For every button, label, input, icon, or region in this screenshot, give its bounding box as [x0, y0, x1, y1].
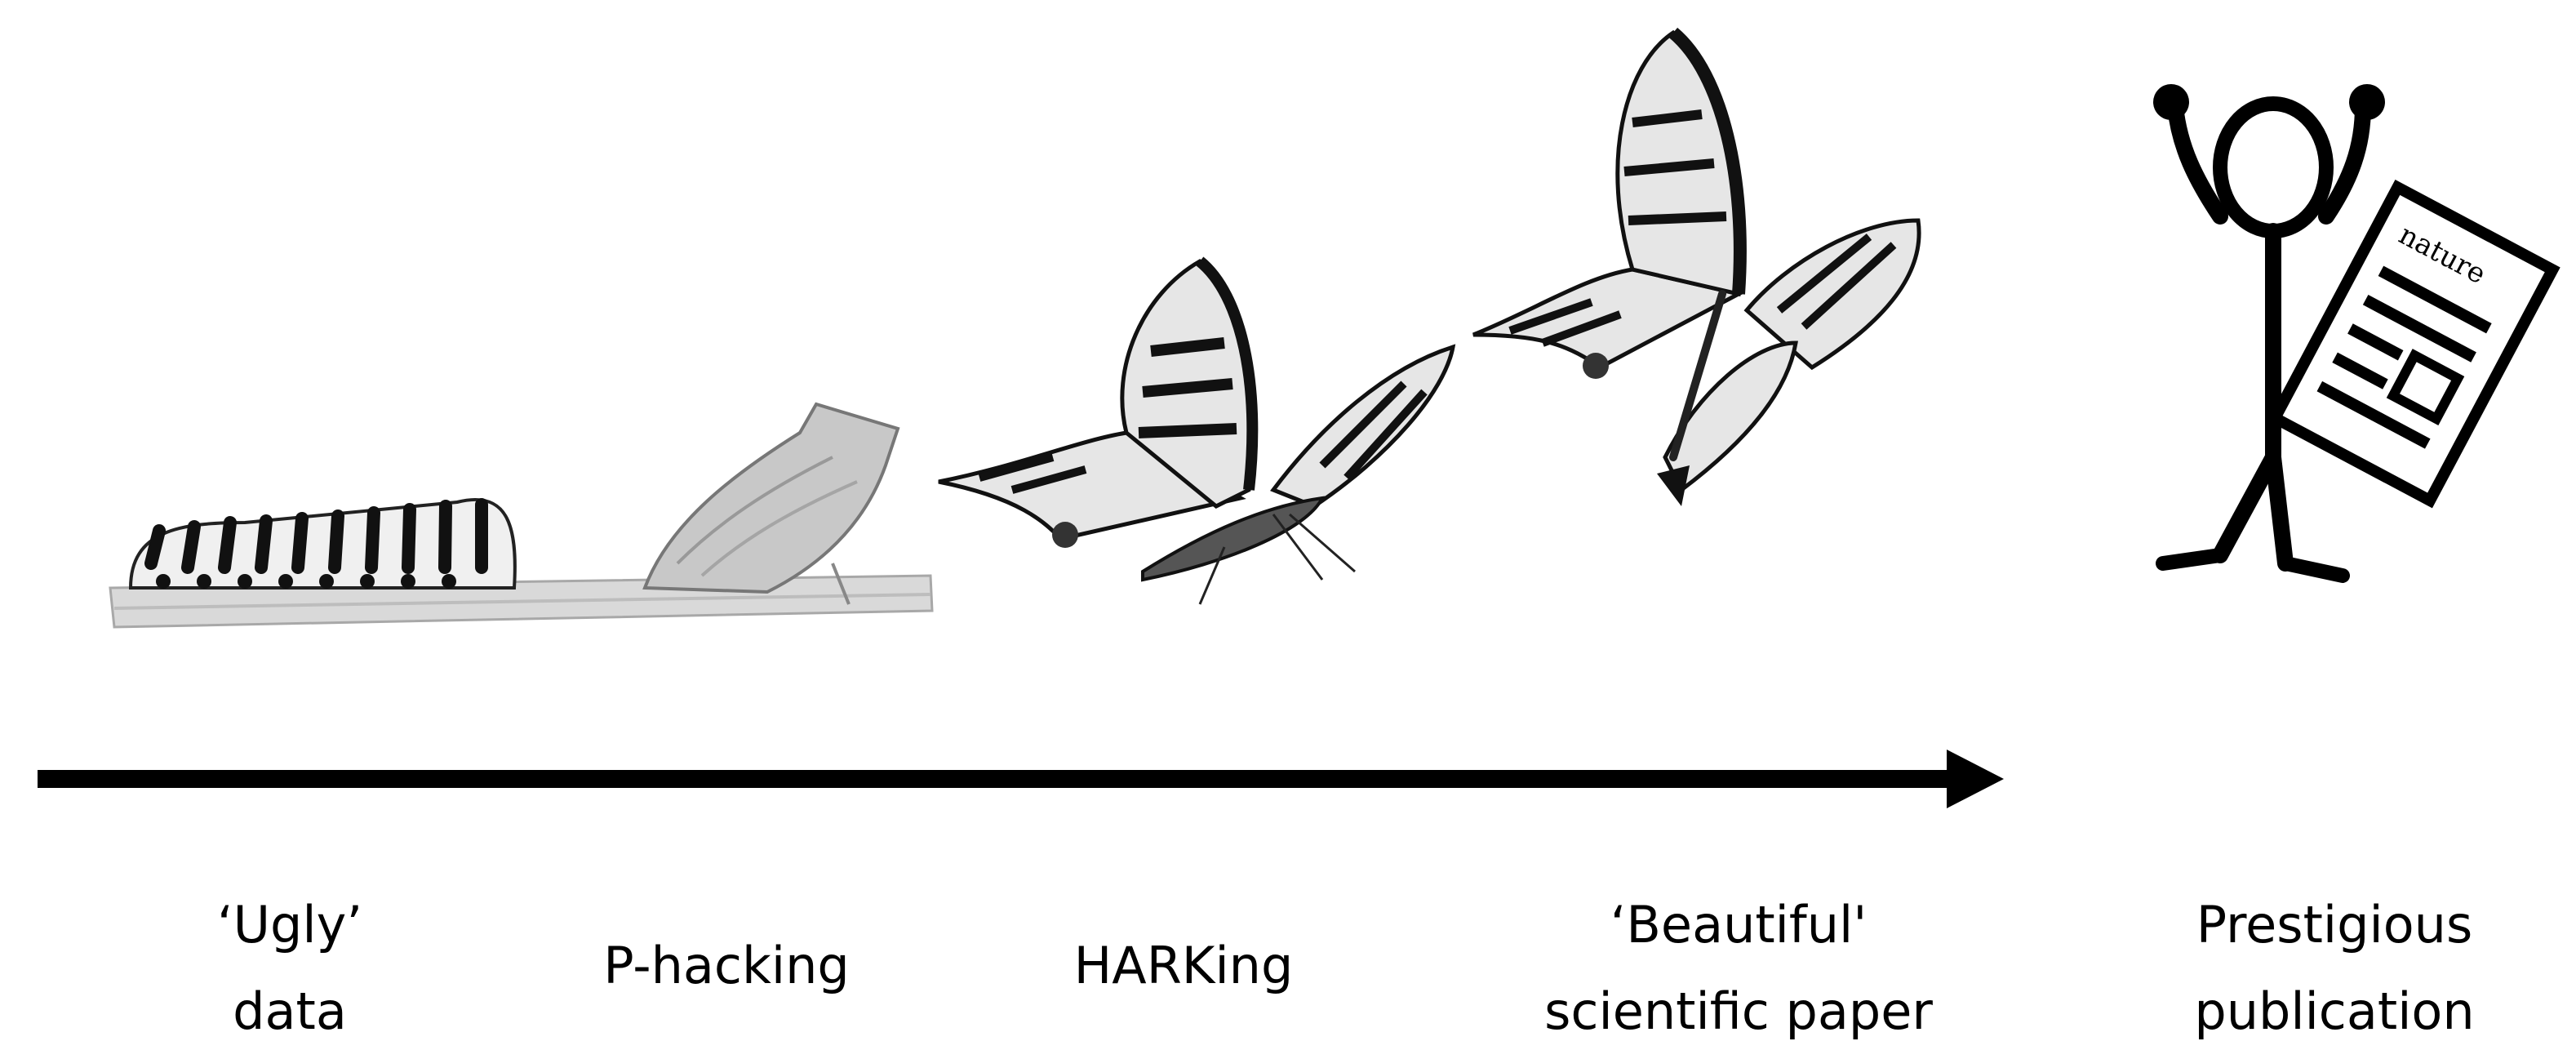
stage-label-p-hacking: P-hacking [603, 936, 850, 995]
stage-label-prestigious-publication: Prestigious publication [2194, 895, 2475, 1041]
timeline-arrow [38, 750, 2004, 808]
emerging-butterfly-icon [938, 256, 1456, 605]
journal-icon: nature [2267, 179, 2560, 509]
chrysalis-icon [642, 402, 900, 605]
caterpillar-icon [128, 497, 517, 590]
butterfly-icon [1472, 27, 1921, 506]
stage-label-harking: HARKing [1073, 936, 1294, 995]
stage-label-ugly-data: ‘Ugly’ data [216, 895, 363, 1041]
stage-label-beautiful-paper: ‘Beautiful' scientific paper [1544, 895, 1933, 1041]
